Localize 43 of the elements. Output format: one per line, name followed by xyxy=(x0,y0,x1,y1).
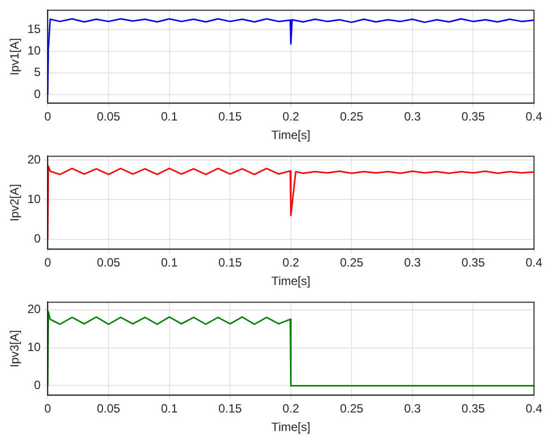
x-tick-label: 0.4 xyxy=(526,256,543,270)
x-tick-label: 0.15 xyxy=(218,256,242,270)
y-tick-label: 0 xyxy=(34,86,42,101)
x-tick-label: 0.25 xyxy=(340,110,364,124)
x-tick-label: 0.05 xyxy=(96,402,121,416)
x-tick-label: 0.3 xyxy=(404,402,422,416)
x-tick-label: 0.1 xyxy=(160,256,178,270)
x-tick-label: 0 xyxy=(44,110,52,124)
x-tick-label: 0 xyxy=(44,256,52,270)
x-tick-label: 0.05 xyxy=(96,256,121,270)
x-tick-label: 0.35 xyxy=(462,256,486,270)
y-tick-label: 0 xyxy=(34,378,42,392)
x-tick-label: 0.15 xyxy=(218,402,242,416)
y-axis-title: Ipv3[A] xyxy=(8,330,22,368)
x-tick-label: 0.2 xyxy=(282,110,300,124)
x-tick-label: 0.4 xyxy=(526,110,543,124)
x-tick-label: 0.25 xyxy=(340,402,364,416)
y-tick-label: 10 xyxy=(27,44,42,58)
x-tick-label: 0.15 xyxy=(218,110,242,124)
x-tick-label: 0.35 xyxy=(462,110,486,124)
x-tick-label: 0.35 xyxy=(462,402,486,416)
y-tick-label: 10 xyxy=(27,340,42,354)
y-tick-label: 5 xyxy=(34,65,42,80)
x-tick-label: 0.25 xyxy=(340,256,364,270)
x-axis-title: Time[s] xyxy=(271,128,310,142)
x-axis-title: Time[s] xyxy=(271,274,310,288)
x-tick-label: 0.3 xyxy=(404,256,422,270)
x-tick-label: 0 xyxy=(44,402,52,416)
y-tick-label: 20 xyxy=(27,152,42,166)
y-tick-label: 10 xyxy=(27,192,42,206)
y-axis-title: Ipv2[A] xyxy=(8,184,22,222)
x-tick-label: 0.2 xyxy=(282,256,300,270)
y-axis-title: Ipv1[A] xyxy=(8,38,22,76)
x-axis-title: Time[s] xyxy=(271,420,310,434)
x-tick-label: 0.3 xyxy=(404,110,422,124)
x-tick-label: 0.1 xyxy=(160,110,178,124)
x-tick-label: 0.4 xyxy=(526,402,543,416)
y-tick-label: 20 xyxy=(27,302,42,316)
x-tick-label: 0.2 xyxy=(282,402,300,416)
y-tick-label: 0 xyxy=(34,232,42,246)
x-tick-label: 0.05 xyxy=(96,110,121,124)
x-tick-label: 0.1 xyxy=(160,402,178,416)
y-tick-label: 15 xyxy=(27,22,42,36)
